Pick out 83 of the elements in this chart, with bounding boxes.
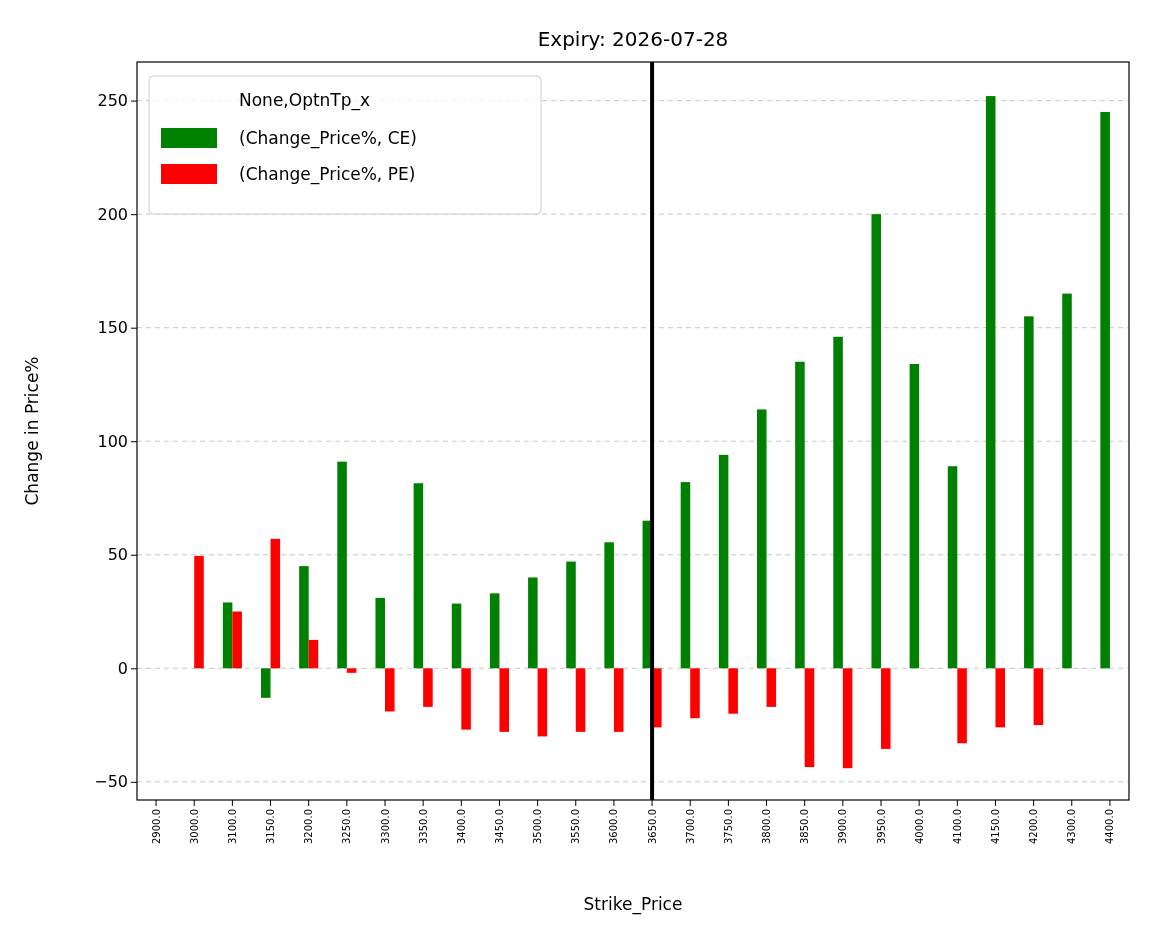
x-tick-label: 3150.0 bbox=[265, 809, 277, 844]
x-tick-label: 3650.0 bbox=[646, 809, 658, 844]
x-tick-label: 3900.0 bbox=[837, 809, 849, 844]
x-tick-label: 4100.0 bbox=[951, 809, 963, 844]
x-tick-label: 4200.0 bbox=[1028, 809, 1040, 844]
bar bbox=[995, 668, 1005, 728]
bar bbox=[423, 668, 433, 707]
bar bbox=[337, 461, 347, 669]
y-tick-label: 100 bbox=[97, 431, 128, 451]
bar bbox=[833, 336, 843, 669]
x-tick-label: 3350.0 bbox=[417, 809, 429, 844]
bar bbox=[385, 668, 395, 712]
bar bbox=[871, 214, 881, 669]
bar bbox=[499, 668, 509, 732]
bar bbox=[270, 538, 281, 669]
bar bbox=[528, 577, 538, 669]
y-tick-label: −50 bbox=[94, 772, 128, 792]
x-tick-label: 3300.0 bbox=[379, 809, 391, 844]
x-tick-label: 3450.0 bbox=[493, 809, 505, 844]
bar bbox=[842, 668, 853, 769]
bar bbox=[947, 466, 958, 669]
bar bbox=[757, 409, 767, 669]
bar bbox=[299, 566, 309, 669]
x-tick-label: 4000.0 bbox=[913, 809, 925, 844]
bar bbox=[461, 668, 471, 730]
x-tick-label: 4400.0 bbox=[1104, 809, 1116, 844]
bar bbox=[375, 597, 385, 669]
x-tick-label: 3600.0 bbox=[608, 809, 620, 844]
x-tick-label: 3700.0 bbox=[684, 809, 696, 844]
bar bbox=[575, 668, 586, 732]
bar bbox=[232, 611, 242, 669]
x-tick-label: 2900.0 bbox=[150, 809, 162, 844]
x-axis-title: Strike_Price bbox=[583, 894, 683, 915]
x-tick-label: 3850.0 bbox=[799, 809, 811, 844]
bar bbox=[604, 542, 614, 669]
bar bbox=[690, 668, 700, 719]
bar bbox=[308, 639, 319, 669]
bar bbox=[881, 668, 891, 749]
legend-label: (Change_Price%, PE) bbox=[239, 164, 416, 185]
x-tick-label: 3950.0 bbox=[875, 809, 887, 844]
legend-label: (Change_Price%, CE) bbox=[239, 128, 417, 149]
bar bbox=[1062, 293, 1072, 669]
bar bbox=[985, 96, 996, 669]
y-tick-label: 200 bbox=[97, 204, 128, 224]
x-tick-label: 4300.0 bbox=[1066, 809, 1078, 844]
x-tick-label: 3800.0 bbox=[761, 809, 773, 844]
bar bbox=[537, 668, 548, 737]
y-tick-label: 250 bbox=[97, 91, 128, 111]
bar bbox=[804, 668, 815, 768]
bar bbox=[222, 602, 233, 669]
x-tick-label: 3750.0 bbox=[722, 809, 734, 844]
bar bbox=[1024, 316, 1034, 669]
bar bbox=[261, 668, 271, 698]
y-tick-label: 0 bbox=[117, 658, 128, 678]
bar bbox=[489, 593, 500, 669]
x-tick-label: 3500.0 bbox=[532, 809, 544, 844]
bar bbox=[718, 454, 729, 669]
bar bbox=[795, 361, 805, 669]
bar bbox=[451, 603, 462, 669]
bar bbox=[957, 668, 967, 744]
bar bbox=[728, 668, 738, 714]
bar bbox=[613, 668, 624, 732]
bar bbox=[413, 483, 424, 669]
x-tick-label: 3000.0 bbox=[188, 809, 200, 844]
x-tick-label: 3200.0 bbox=[303, 809, 315, 844]
y-tick-label: 50 bbox=[107, 545, 128, 565]
bar bbox=[909, 364, 920, 669]
x-tick-label: 3400.0 bbox=[455, 809, 467, 844]
bar bbox=[1100, 111, 1110, 669]
bar bbox=[680, 482, 691, 669]
legend-title: None,OptnTp_x bbox=[239, 90, 371, 111]
y-axis-title: Change in Price% bbox=[22, 356, 42, 506]
bar bbox=[346, 668, 357, 673]
chart-title: Expiry: 2026-07-28 bbox=[537, 27, 729, 51]
x-tick-label: 3250.0 bbox=[341, 809, 353, 844]
bar bbox=[566, 561, 576, 669]
x-tick-label: 4150.0 bbox=[989, 809, 1001, 844]
bar bbox=[766, 668, 777, 707]
y-tick-label: 150 bbox=[97, 318, 128, 338]
x-tick-label: 3100.0 bbox=[226, 809, 238, 844]
x-tick-label: 3550.0 bbox=[570, 809, 582, 844]
bar bbox=[1033, 668, 1044, 726]
bar bbox=[194, 555, 204, 669]
